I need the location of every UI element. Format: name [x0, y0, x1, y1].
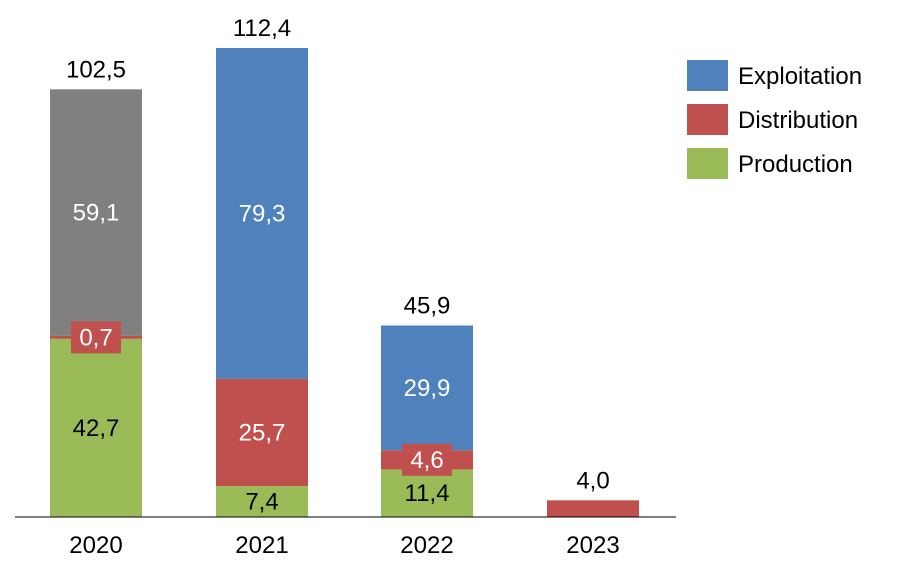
bar-segment — [216, 48, 308, 379]
data-label: 7,4 — [245, 489, 278, 516]
legend-swatch — [687, 104, 728, 135]
bar-segment — [50, 338, 142, 517]
bars-layer — [50, 48, 639, 517]
total-labels-layer: 102,5 112,4 45,9 4,0 — [66, 15, 610, 494]
data-label: 29,9 — [404, 375, 451, 402]
legend-item: Exploitation — [687, 60, 862, 91]
total-label: 112,4 — [233, 15, 291, 42]
total-label: 45,9 — [404, 292, 451, 319]
legend: Exploitation Distribution Production — [687, 60, 862, 179]
data-label-background — [402, 443, 452, 476]
data-label: 42,7 — [73, 415, 120, 442]
data-label-background — [71, 321, 121, 354]
legend-label: Exploitation — [738, 63, 862, 90]
legend-label: Production — [738, 151, 853, 178]
data-label: 59,1 — [73, 200, 120, 227]
data-label: 11,4 — [405, 480, 450, 507]
x-tick-label: 2022 — [400, 532, 453, 559]
bar-segment — [381, 325, 473, 451]
data-label: 79,3 — [239, 200, 286, 227]
bar-segment — [381, 469, 473, 517]
x-tick-labels-layer: 2020 2021 2022 2023 — [69, 532, 619, 559]
total-label: 4,0 — [576, 467, 609, 494]
x-tick-label: 2023 — [566, 532, 619, 559]
bar-segment — [216, 486, 308, 517]
x-tick-label: 2021 — [235, 532, 288, 559]
bar-segment — [216, 378, 308, 487]
legend-swatch — [687, 148, 728, 179]
legend-item: Distribution — [687, 104, 858, 135]
data-label: 25,7 — [239, 420, 286, 447]
total-label: 102,5 — [66, 56, 126, 83]
legend-swatch — [687, 60, 728, 91]
x-tick-label: 2020 — [69, 532, 122, 559]
bar-segment — [50, 89, 142, 336]
data-label: 0,7 — [79, 324, 112, 351]
segment-labels-layer: 42,7 0,7 59,1 7,4 25,7 79,3 11,4 4,6 29,9 — [71, 200, 452, 516]
legend-item: Production — [687, 148, 853, 179]
data-label: 4,6 — [410, 447, 443, 474]
bar-segment — [547, 500, 639, 517]
legend-label: Distribution — [738, 107, 858, 134]
